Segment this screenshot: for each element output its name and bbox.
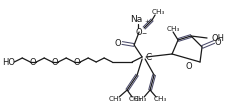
Text: HO: HO: [2, 57, 15, 66]
Text: CH₃: CH₃: [128, 96, 141, 102]
Text: O: O: [185, 61, 191, 70]
Text: CH₃: CH₃: [151, 9, 164, 15]
Text: CH₃: CH₃: [153, 96, 166, 102]
Text: O: O: [214, 38, 220, 47]
Text: CH₃: CH₃: [166, 26, 179, 32]
Text: −: −: [141, 30, 146, 35]
Text: O: O: [30, 57, 36, 66]
Text: CH₃: CH₃: [133, 96, 146, 102]
Text: CH₃: CH₃: [108, 96, 121, 102]
Text: O: O: [74, 57, 80, 66]
Text: Na: Na: [129, 16, 142, 25]
Text: +: +: [144, 19, 149, 24]
Text: O: O: [135, 28, 142, 37]
Text: OH: OH: [210, 34, 223, 43]
Text: O: O: [114, 39, 121, 48]
Text: C: C: [144, 53, 151, 61]
Text: O: O: [52, 57, 58, 66]
